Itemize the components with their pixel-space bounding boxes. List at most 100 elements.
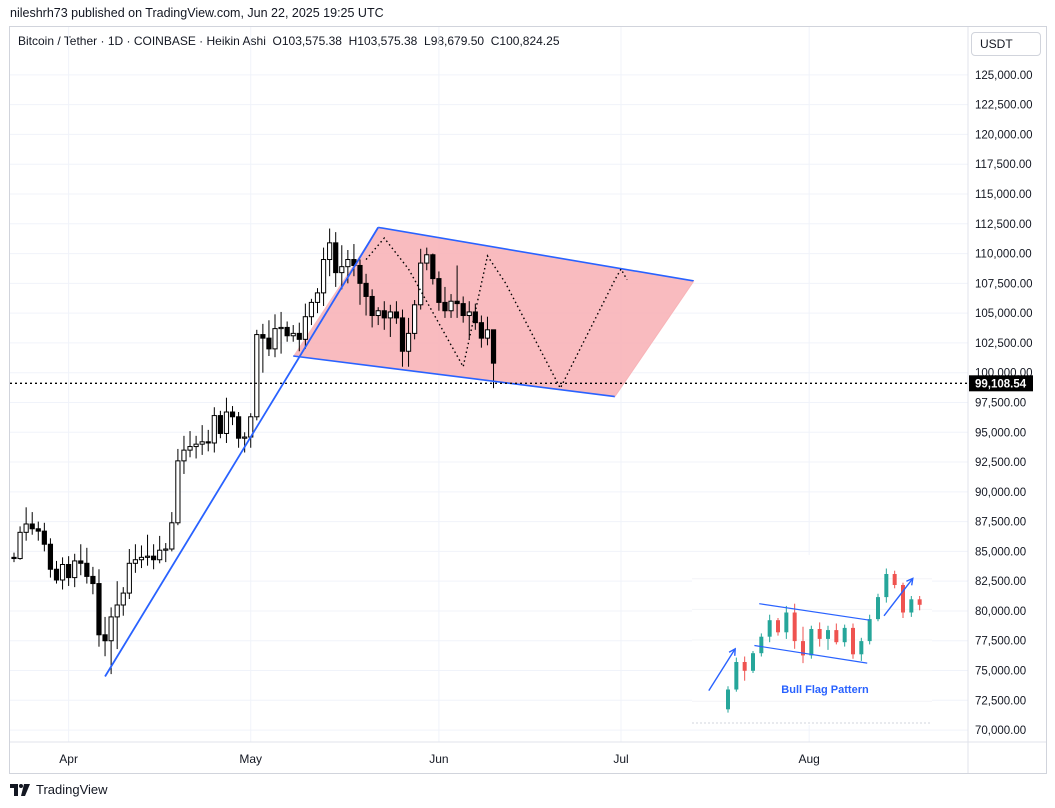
candle-up (314, 292, 321, 303)
candle-down (442, 301, 448, 312)
candle-down (381, 310, 387, 319)
inset-candle-up (759, 636, 764, 654)
candle-up (72, 560, 78, 579)
chart-frame (9, 26, 1047, 774)
y-tick-label: 75,000.00 (975, 666, 1026, 678)
flag-upper-line (378, 226, 694, 282)
y-tick-label: 120,000.00 (975, 129, 1033, 141)
inset-candle-down (801, 641, 805, 656)
candle-up (114, 604, 120, 618)
candle-up (339, 266, 345, 274)
inset-candle-down (851, 627, 855, 655)
candle-up (418, 262, 424, 306)
candle-up (132, 559, 139, 564)
candle-down (96, 583, 102, 636)
y-tick-label: 115,000.00 (975, 189, 1032, 201)
inset-candle-up (909, 599, 914, 613)
inset-candle-up (867, 619, 872, 642)
symbol-name[interactable]: Bitcoin / Tether · 1D · COINBASE · Heiki… (18, 34, 266, 48)
current-price-badge (969, 375, 1033, 392)
candle-up (290, 332, 296, 337)
candle-down (41, 530, 47, 545)
candle-up (17, 531, 23, 560)
candle-up (466, 311, 472, 317)
currency-button[interactable]: USDT (971, 32, 1041, 56)
candle-up (211, 415, 217, 444)
y-tick-label: 95,000.00 (975, 427, 1026, 439)
y-tick-label: 87,500.00 (975, 517, 1026, 529)
inset-candle-up (784, 612, 789, 633)
candle-down (11, 556, 17, 560)
inset-candle-down (776, 620, 780, 633)
projection-path (365, 236, 628, 390)
flag-lower-line (293, 355, 616, 398)
candle-up (126, 562, 132, 594)
y-tick-label: 72,500.00 (975, 695, 1026, 707)
candle-up (327, 242, 333, 261)
candle-up (387, 311, 393, 319)
inset-candle-up (884, 574, 889, 598)
tradingview-logo-icon (10, 783, 30, 796)
candle-down (430, 254, 436, 280)
y-tick-label: 125,000.00 (975, 70, 1033, 82)
candle-up (412, 304, 418, 334)
inset-pattern-label: Bull Flag Pattern (781, 684, 869, 696)
candle-down (490, 329, 497, 364)
flag-channel-fill (293, 227, 694, 397)
symbol-legend: Bitcoin / Tether · 1D · COINBASE · Heiki… (18, 34, 560, 48)
candle-up (120, 592, 126, 606)
candle-up (320, 259, 327, 294)
candle-up (242, 436, 248, 439)
candle-down (284, 326, 290, 337)
y-tick-label: 97,500.00 (975, 397, 1026, 409)
ohlc-open: O103,575.38 (272, 34, 342, 48)
candle-down (260, 334, 266, 339)
inset-candle-down (817, 629, 822, 639)
candle-down (47, 543, 54, 570)
flag-right-edge (614, 280, 695, 397)
y-tick-label: 110,000.00 (975, 249, 1032, 261)
candle-up (223, 411, 230, 434)
candle-up (199, 441, 205, 445)
y-tick-label: 82,500.00 (975, 576, 1026, 588)
candle-down (205, 441, 211, 444)
candle-up (169, 522, 175, 550)
inset-candle-down (834, 630, 839, 643)
publisher-credit: nileshrh73 published on TradingView.com,… (10, 6, 384, 20)
inset-candle-up (842, 627, 847, 643)
inset-candle-up (876, 597, 880, 620)
y-tick-label: 117,500.00 (975, 159, 1032, 171)
inset-candle-down (742, 662, 747, 671)
candle-down (151, 555, 157, 561)
candle-up (163, 548, 169, 551)
inset-arrow-head (906, 577, 914, 586)
x-tick-label: Jun (429, 752, 448, 766)
candle-up (254, 334, 260, 418)
candle-up (157, 549, 163, 561)
inset-flag-lower (754, 644, 868, 664)
y-tick-label: 102,500.00 (975, 338, 1033, 350)
candle-up (424, 254, 430, 264)
x-tick-label: Jul (613, 752, 628, 766)
candle-down (235, 416, 242, 439)
candle-up (345, 259, 351, 268)
inset-arrow (883, 577, 914, 617)
candle-down (35, 528, 41, 532)
inset-arrow-head (728, 647, 736, 656)
candle-down (363, 282, 369, 297)
ohlc-high: H103,575.38 (348, 34, 418, 48)
candle-up (59, 563, 66, 581)
y-tick-label: 80,000.00 (975, 606, 1026, 618)
candle-down (460, 303, 466, 317)
candle-up (108, 616, 114, 642)
candle-down (266, 337, 272, 350)
candle-down (393, 311, 400, 319)
x-tick-label: Aug (798, 752, 819, 766)
candle-down (478, 322, 484, 339)
inset-flag-upper (759, 603, 870, 621)
candle-down (369, 295, 375, 317)
candle-up (308, 301, 315, 318)
candle-down (29, 523, 35, 530)
inset-candle-down (917, 599, 922, 605)
